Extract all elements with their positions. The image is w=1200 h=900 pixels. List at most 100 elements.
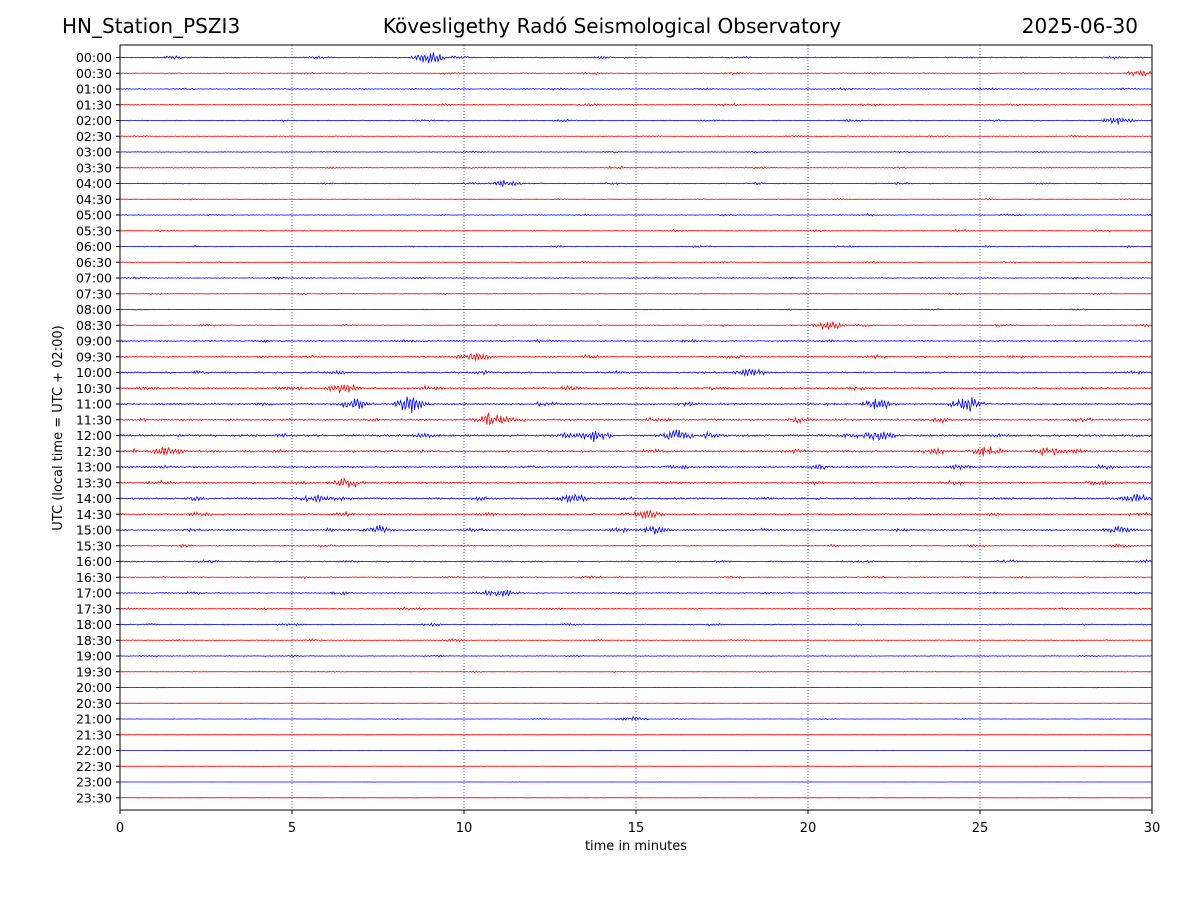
trace-17:30 — [120, 606, 1152, 612]
trace-07:00 — [119, 276, 1153, 281]
trace-10:30 — [120, 383, 1153, 394]
row-label-20:30: 20:30 — [76, 696, 112, 711]
trace-09:00 — [119, 338, 1153, 344]
trace-15:30 — [119, 543, 1153, 549]
trace-18:30 — [119, 637, 1152, 643]
row-label-21:30: 21:30 — [76, 727, 112, 742]
x-tick-label-20: 20 — [800, 821, 817, 836]
trace-00:30 — [119, 69, 1153, 77]
row-label-20:00: 20:00 — [76, 680, 112, 695]
trace-21:00 — [119, 715, 1152, 721]
row-label-08:00: 08:00 — [76, 302, 112, 317]
x-tick-label-0: 0 — [116, 821, 124, 836]
row-label-23:30: 23:30 — [76, 790, 112, 805]
trace-00:00 — [119, 52, 1153, 64]
row-label-09:00: 09:00 — [76, 334, 112, 349]
trace-11:00 — [119, 396, 1152, 414]
observatory-title: Kövesligethy Radó Seismological Observat… — [382, 14, 842, 38]
trace-14:00 — [119, 493, 1153, 504]
trace-20:30 — [120, 702, 1152, 705]
trace-16:30 — [119, 575, 1152, 580]
row-label-13:30: 13:30 — [76, 475, 112, 490]
trace-20:00 — [119, 686, 1153, 689]
row-label-13:00: 13:00 — [76, 460, 112, 475]
trace-02:00 — [119, 117, 1153, 125]
x-axis-label: time in minutes — [585, 839, 687, 854]
trace-13:30 — [119, 477, 1153, 488]
row-label-03:00: 03:00 — [76, 145, 112, 160]
trace-10:00 — [119, 368, 1153, 377]
row-label-17:00: 17:00 — [76, 586, 112, 601]
row-label-00:00: 00:00 — [76, 50, 112, 65]
row-label-00:30: 00:30 — [76, 66, 112, 81]
trace-05:30 — [119, 228, 1153, 233]
trace-11:30 — [119, 411, 1153, 425]
trace-12:30 — [119, 446, 1153, 457]
trace-17:00 — [119, 589, 1153, 597]
row-label-10:30: 10:30 — [76, 381, 112, 396]
row-label-04:00: 04:00 — [76, 176, 112, 191]
row-label-15:30: 15:30 — [76, 538, 112, 553]
row-label-14:00: 14:00 — [76, 491, 112, 506]
row-label-23:00: 23:00 — [76, 775, 112, 790]
trace-group — [119, 52, 1153, 799]
x-tick-label-10: 10 — [456, 821, 473, 836]
row-label-08:30: 08:30 — [76, 318, 112, 333]
row-label-10:00: 10:00 — [76, 365, 112, 380]
row-label-22:30: 22:30 — [76, 759, 112, 774]
trace-08:00 — [120, 308, 1153, 311]
trace-15:00 — [119, 525, 1153, 535]
axes: 0 5 10 15 20 25 30 00:0000:3001:0001:3002:0002:… — [76, 50, 1160, 836]
row-label-16:30: 16:30 — [76, 570, 112, 585]
row-label-07:30: 07:30 — [76, 286, 112, 301]
trace-06:00 — [119, 244, 1153, 249]
row-label-04:30: 04:30 — [76, 192, 112, 207]
row-label-02:30: 02:30 — [76, 129, 112, 144]
row-label-17:30: 17:30 — [76, 601, 112, 616]
x-tick-label-30: 30 — [1144, 821, 1161, 836]
trace-04:30 — [120, 197, 1153, 201]
trace-01:30 — [119, 102, 1153, 107]
row-label-09:30: 09:30 — [76, 349, 112, 364]
row-label-12:30: 12:30 — [76, 444, 112, 459]
row-label-03:30: 03:30 — [76, 160, 112, 175]
row-label-19:00: 19:00 — [76, 649, 112, 664]
row-label-02:00: 02:00 — [76, 113, 112, 128]
row-label-18:00: 18:00 — [76, 617, 112, 632]
row-label-01:30: 01:30 — [76, 97, 112, 112]
trace-01:00 — [120, 87, 1153, 92]
plot-frame — [119, 44, 1153, 811]
y-axis-label: UTC (local time = UTC + 02:00) — [51, 325, 66, 530]
grid-lines — [291, 45, 981, 810]
trace-03:00 — [119, 150, 1153, 154]
trace-03:30 — [119, 165, 1153, 170]
row-label-01:00: 01:00 — [76, 82, 112, 97]
row-label-16:00: 16:00 — [76, 554, 112, 569]
row-label-05:00: 05:00 — [76, 208, 112, 223]
row-label-05:30: 05:30 — [76, 223, 112, 238]
trace-04:00 — [119, 179, 1153, 188]
row-label-21:00: 21:00 — [76, 712, 112, 727]
trace-08:30 — [119, 321, 1153, 331]
row-label-18:30: 18:30 — [76, 633, 112, 648]
row-label-12:00: 12:00 — [76, 428, 112, 443]
row-label-11:00: 11:00 — [76, 397, 112, 412]
x-tick-label-25: 25 — [972, 821, 989, 836]
trace-16:00 — [119, 559, 1153, 564]
chart-date: 2025-06-30 — [1021, 14, 1138, 38]
x-tick-label-5: 5 — [288, 821, 296, 836]
x-tick-label-15: 15 — [628, 821, 645, 836]
row-label-06:30: 06:30 — [76, 255, 112, 270]
trace-05:00 — [119, 212, 1152, 217]
row-label-22:00: 22:00 — [76, 743, 112, 758]
trace-12:00 — [119, 429, 1153, 443]
trace-19:30 — [119, 670, 1153, 674]
trace-13:00 — [119, 463, 1153, 471]
station-name: HN_Station_PSZI3 — [62, 14, 241, 38]
row-label-07:00: 07:00 — [76, 271, 112, 286]
trace-02:30 — [119, 134, 1153, 138]
trace-07:30 — [119, 292, 1153, 296]
trace-19:00 — [119, 654, 1153, 658]
trace-18:00 — [119, 621, 1153, 627]
